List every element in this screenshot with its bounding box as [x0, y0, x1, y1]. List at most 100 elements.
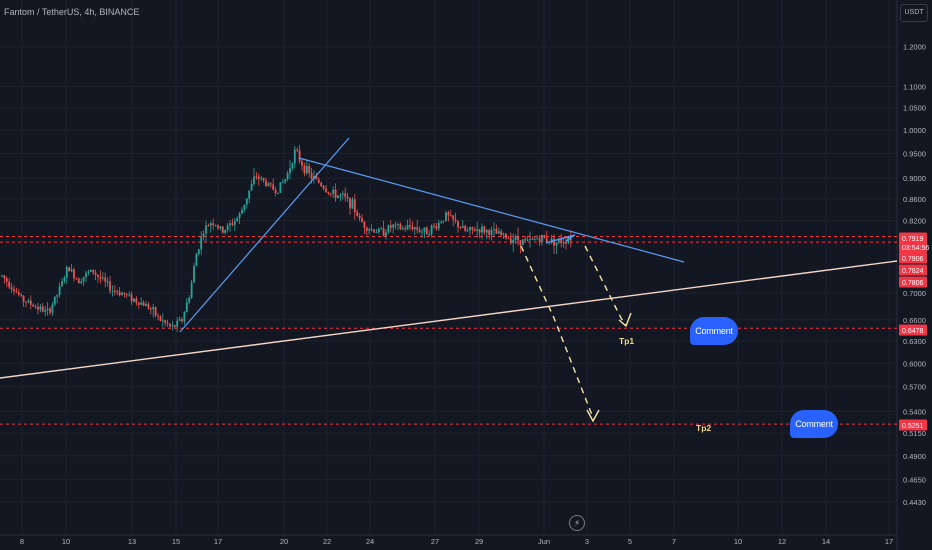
candle-body [406, 225, 409, 230]
symbol-title: Fantom / TetherUS, 4h, BINANCE [4, 7, 140, 17]
candle-body [296, 149, 299, 151]
candle-body [277, 192, 279, 194]
x-tick-label: 17 [214, 537, 222, 546]
candle-body [260, 178, 263, 180]
x-tick-label: Jun [538, 537, 550, 546]
candle-body [531, 238, 534, 240]
y-tick-label: 0.9000 [903, 174, 926, 183]
y-tick-label: 1.2000 [903, 43, 926, 52]
candle-body [337, 195, 339, 198]
candle-body [121, 292, 123, 296]
price-tag: 0.7906 [899, 252, 927, 264]
candle-body [440, 221, 443, 223]
candle-body [181, 319, 183, 322]
candle-body [569, 238, 572, 241]
x-tick-label: 13 [128, 537, 136, 546]
candle-body [68, 267, 71, 272]
candle-body [133, 298, 135, 302]
candle-body [344, 193, 347, 197]
grid [0, 0, 897, 535]
candle-body [89, 269, 92, 272]
currency-button[interactable]: USDT [900, 4, 928, 22]
y-tick-label: 0.6300 [903, 337, 926, 346]
x-tick-label: 7 [672, 537, 676, 546]
y-tick-label: 0.7000 [903, 289, 926, 298]
x-tick-label: 15 [172, 537, 180, 546]
candle-body [255, 176, 258, 178]
candle-body [56, 294, 59, 297]
comment-bubble-2[interactable]: Comment [790, 410, 838, 438]
price-tag: 0.6478 [899, 324, 927, 336]
candle-body [161, 320, 164, 322]
candle-body [346, 196, 349, 199]
candle-body [51, 304, 54, 313]
candle-body [233, 221, 236, 225]
candle-body [200, 236, 203, 250]
candle-body [178, 319, 181, 321]
candle-body [13, 289, 15, 292]
tp1-arrowhead [618, 312, 632, 328]
downtrend-line[interactable] [298, 157, 685, 263]
candle-body [224, 229, 227, 233]
candle-body [452, 215, 455, 220]
candle-body [356, 212, 359, 217]
candle-body [217, 225, 219, 229]
candle-body [289, 168, 291, 173]
candle-body [293, 149, 296, 164]
candle-body [164, 320, 167, 323]
candle-body [399, 223, 402, 230]
comment-bubble-1[interactable]: Comment [690, 317, 738, 345]
candle-body [327, 191, 330, 194]
candle-body [176, 320, 179, 327]
candle-body [152, 307, 155, 310]
candle-body [435, 226, 438, 229]
x-tick-label: 10 [734, 537, 742, 546]
candle-body [41, 306, 44, 312]
x-tick-label: 27 [431, 537, 439, 546]
candle-body [265, 180, 267, 187]
tp1-path[interactable] [584, 245, 627, 326]
candle-body [195, 254, 198, 267]
candle-body [97, 274, 99, 277]
x-tick-label: 22 [323, 537, 331, 546]
candle-body [94, 272, 97, 275]
target-label-1[interactable]: Tp1 [619, 336, 634, 346]
candle-body [411, 226, 414, 230]
candle-body [437, 222, 440, 229]
y-tick-label: 0.5150 [903, 429, 926, 438]
candle-body [550, 238, 553, 242]
candle-body [394, 224, 397, 226]
candle-body [536, 238, 539, 240]
candle-body [190, 282, 193, 299]
candle-body [370, 229, 373, 231]
target-label-2[interactable]: Tp2 [696, 423, 711, 433]
candle-body [173, 325, 176, 327]
candle-body [32, 304, 35, 307]
y-tick-label: 0.9500 [903, 149, 926, 158]
candle-body [562, 242, 565, 244]
tp2-path[interactable] [520, 245, 593, 416]
candle-body [85, 272, 87, 277]
candle-body [541, 235, 543, 242]
support-line[interactable] [0, 260, 898, 379]
y-tick-label: 0.6000 [903, 359, 926, 368]
x-tick-label: 14 [822, 537, 830, 546]
candle-body [385, 232, 387, 236]
candle-body [231, 223, 234, 225]
candle-body [454, 219, 457, 222]
lightning-icon[interactable]: ⚡ [569, 515, 585, 531]
candle-body [529, 238, 531, 240]
candle-body [418, 229, 421, 232]
candle-body [279, 182, 282, 193]
candle-body [483, 226, 486, 233]
candle-body [459, 227, 462, 229]
candle-body [267, 183, 270, 187]
candle-body [113, 290, 116, 292]
uptrend-line[interactable] [179, 137, 350, 333]
candle-body [317, 179, 320, 183]
candle-body [457, 221, 459, 228]
y-tick-label: 0.4430 [903, 498, 926, 507]
candle-body [349, 198, 351, 209]
candle-body [387, 225, 390, 233]
